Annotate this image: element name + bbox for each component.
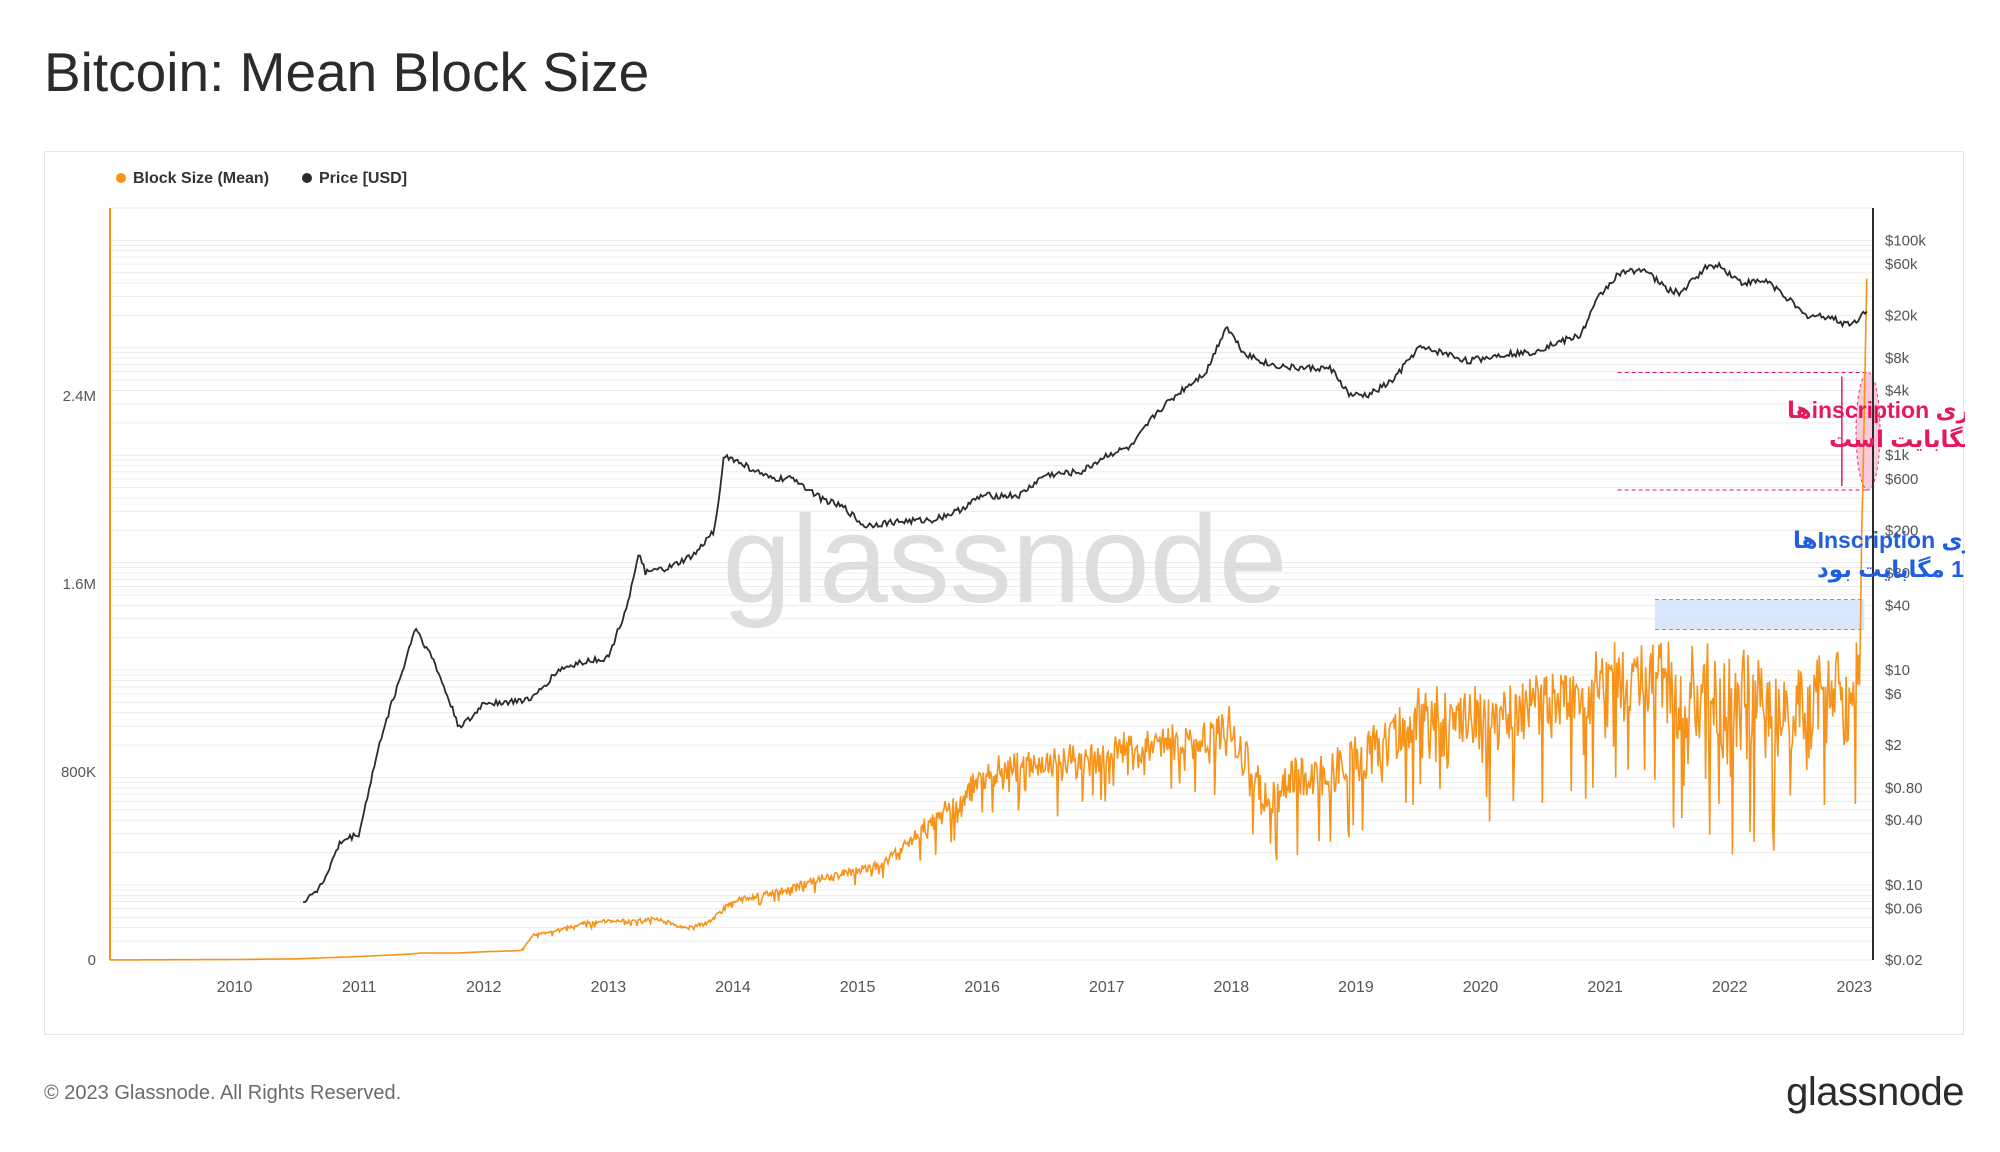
y-left-tick-label: 800K: [61, 764, 96, 781]
series-layer: [109, 260, 1868, 961]
y-right-tick-label: $0.80: [1885, 780, 1923, 797]
x-tick-label: 2022: [1712, 979, 1748, 996]
annotation-after-line1: پس از بکارگیری inscriptionها: [1787, 397, 1965, 424]
x-tick-label: 2010: [217, 979, 253, 996]
x-tick-label: 2023: [1837, 979, 1873, 996]
legend-label: Block Size (Mean): [133, 170, 269, 187]
y-left-tick-label: 0: [88, 952, 96, 969]
annotations: پس از بکارگیری inscriptionها وزن بلاک‌ها…: [1787, 397, 1965, 583]
y-right-tick-label: $60k: [1885, 256, 1918, 273]
y-right-tick-label: $0.06: [1885, 901, 1923, 918]
y-right-tick-label: $80: [1885, 565, 1910, 582]
y-right-tick-label: $6: [1885, 686, 1902, 703]
y-right-tick-label: $20k: [1885, 307, 1918, 324]
y-right-tick-label: $2: [1885, 737, 1902, 754]
x-tick-label: 2013: [591, 979, 627, 996]
series-block-size-line: [109, 278, 1868, 961]
x-tick-label: 2011: [342, 979, 377, 996]
y-right-tick-label: $200: [1885, 522, 1918, 539]
legend[interactable]: Block Size (Mean) Price [USD]: [116, 170, 407, 187]
annotation-after-line2: وزن بلاک‌ها بین 2 تا 2.5 مگابایت است: [1829, 426, 1965, 453]
axes: 0 800K 1.6M 2.4M $100k $60k $20k $8k $4k $1k $600 $…: [61, 208, 1926, 996]
band-after-ellipse: [1855, 372, 1881, 491]
x-tick-label: 2016: [964, 979, 1000, 996]
y-right-tick-label: $0.02: [1885, 952, 1923, 969]
page-title: Bitcoin: Mean Block Size: [44, 41, 650, 103]
x-tick-label: 2012: [466, 979, 502, 996]
y-left-tick-label: 1.6M: [63, 576, 96, 593]
annotation-before-line1: قبل از بکارگیری Inscriptionها: [1793, 527, 1965, 554]
x-tick-label: 2019: [1338, 979, 1374, 996]
band-before: [1654, 599, 1865, 630]
footer-copyright: © 2023 Glassnode. All Rights Reserved.: [44, 1082, 402, 1104]
y-right-tick-label: $100k: [1885, 232, 1926, 249]
chart-frame: glassnode 0 800K 1.6M 2.4M $100k $60k $20k $8k $…: [44, 151, 1965, 1035]
x-tick-label: 2021: [1587, 979, 1623, 996]
y-right-tick-label: $1k: [1885, 447, 1910, 464]
x-tick-label: 2014: [715, 979, 751, 996]
y-right-tick-label: $4k: [1885, 383, 1910, 400]
annotation-bands: [1617, 372, 1881, 630]
y-right-tick-label: $0.10: [1885, 877, 1923, 894]
x-tick-label: 2015: [840, 979, 876, 996]
x-tick-label: 2020: [1463, 979, 1499, 996]
y-left-tick-label: 2.4M: [63, 388, 96, 405]
annotation-before-line2: میانگین وزن بلاک‌ها 1.5 مگابایت بود: [1817, 556, 1965, 583]
legend-marker: [116, 173, 126, 183]
series-price-line: [303, 260, 1868, 904]
y-right-tick-label: $600: [1885, 471, 1918, 488]
y-right-tick-label: $40: [1885, 597, 1910, 614]
legend-label: Price [USD]: [319, 170, 407, 187]
y-right-tick-label: $10: [1885, 662, 1910, 679]
legend-marker: [302, 173, 312, 183]
y-right-tick-label: $0.40: [1885, 812, 1923, 829]
x-tick-label: 2017: [1089, 979, 1125, 996]
watermark-text: glassnode: [722, 491, 1287, 629]
y-right-tick-label: $8k: [1885, 350, 1910, 367]
x-tick-label: 2018: [1214, 979, 1250, 996]
footer-logo[interactable]: glassnode: [1786, 1070, 1964, 1114]
chart-svg: glassnode 0 800K 1.6M 2.4M $100k $60k $20k $8k $…: [61, 170, 1965, 996]
